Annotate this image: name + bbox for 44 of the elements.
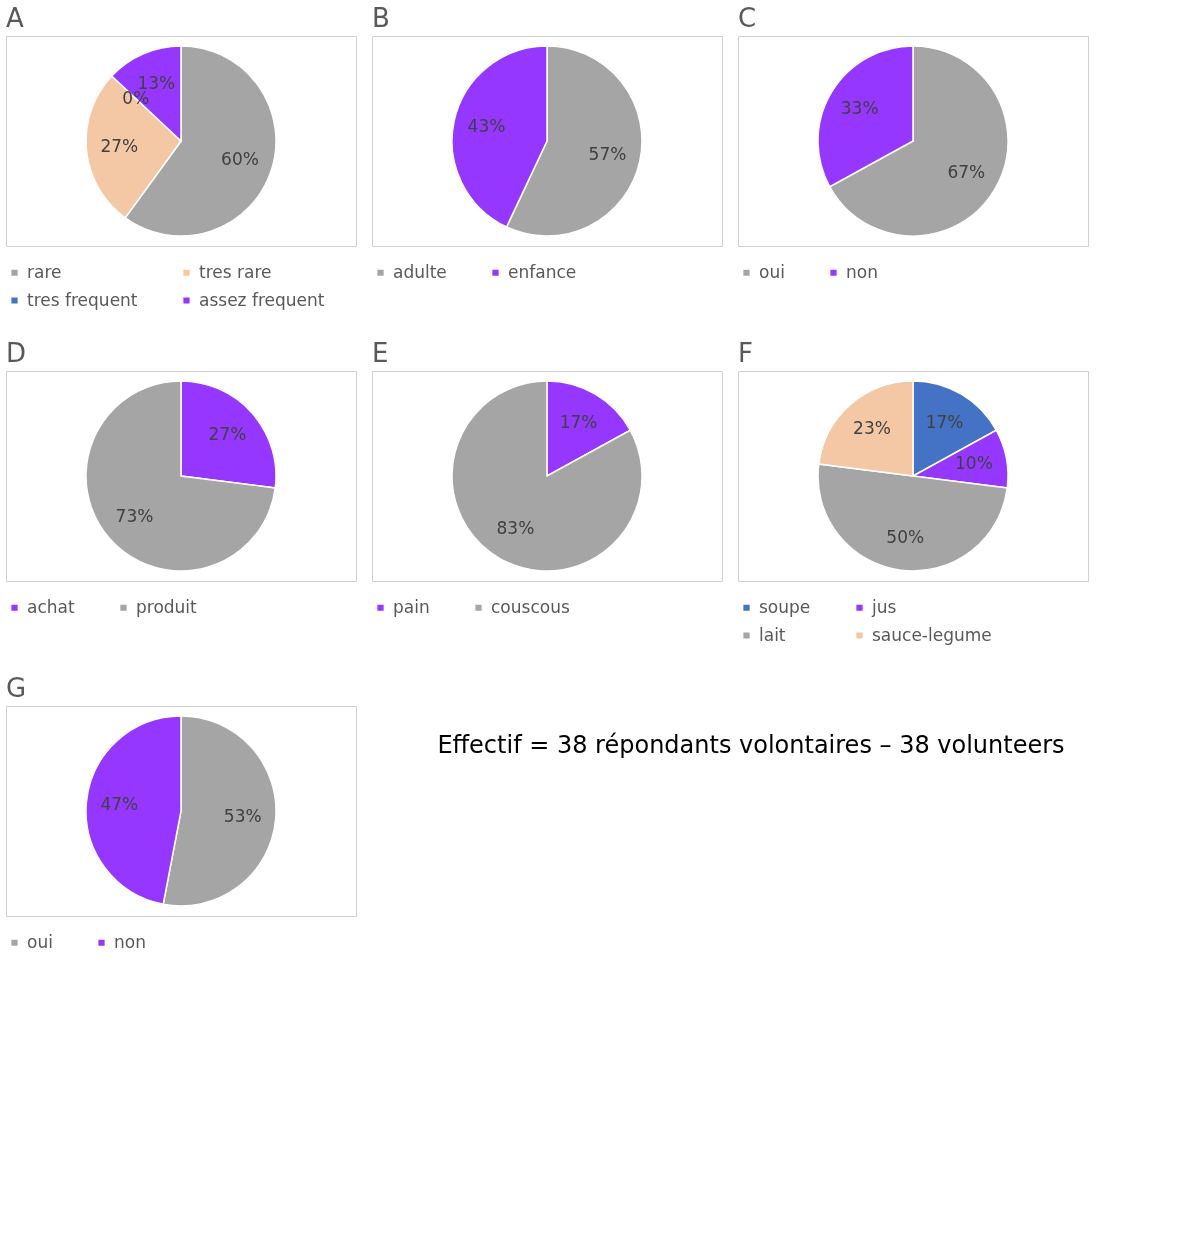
data-label: 53% [223,805,262,826]
legend-label: achat [27,596,75,617]
data-label: 10% [955,453,993,474]
legend-label: jus [871,596,897,617]
legend-label: couscous [491,596,570,617]
text: Effectif = 38 répondants volontaires – 38 volunteers [437,731,1065,759]
chart-title: B [372,3,390,33]
legend-label: soupe [759,596,811,617]
data-label: 33% [840,98,879,119]
chart-title: E [372,338,389,368]
legend-label: non [846,261,878,282]
chart-title: G [6,673,27,703]
legend-label: enfance [508,261,577,282]
legend-label: produit [136,596,198,617]
legend-label: lait [759,624,786,645]
chart-title: A [6,3,24,33]
legend-label: assez frequent [199,289,325,310]
data-label: 17% [925,411,964,432]
data-label: 83% [496,518,535,539]
data-label: 27% [208,424,247,444]
data-label: 73% [115,506,154,526]
chart-title: D [6,338,27,368]
legend-label: adulte [393,261,447,282]
chart-title: C [738,3,757,33]
data-label: 67% [947,161,986,182]
legend-label: rare [27,261,62,282]
data-label: 27% [100,135,139,156]
pie-slice [85,380,276,572]
chart-title: F [738,338,753,368]
data-label: 23% [853,418,891,439]
legend-label: oui [759,261,785,282]
pie-slice [451,380,643,572]
data-label: 60% [221,149,259,170]
data-label: 50% [886,526,925,547]
legend-label: non [114,931,146,952]
data-label: 43% [467,116,506,137]
data-label: 47% [100,794,139,815]
legend-label: tres frequent [27,289,138,310]
data-label: 57% [588,143,627,164]
legend-label: tres rare [199,261,272,282]
data-label: 17% [559,411,598,432]
legend-label: oui [27,931,53,952]
legend-label: pain [393,596,430,617]
legend-label: sauce-legume [872,624,992,645]
